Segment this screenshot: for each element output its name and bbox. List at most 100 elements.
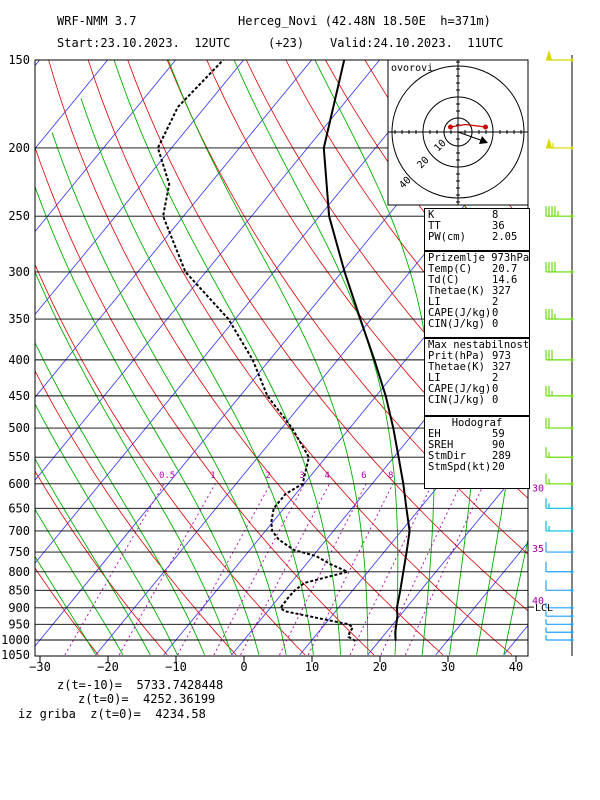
right-scale-label: 35 xyxy=(532,544,544,555)
start-time: Start:23.10.2023. 12UTC xyxy=(57,36,231,50)
row-value: 0 xyxy=(492,383,499,395)
pressure-tick-label: 300 xyxy=(8,265,30,279)
x-tick-label: 40 xyxy=(509,660,523,674)
dewpoint-profile xyxy=(156,60,356,642)
row-label: Temp(C) xyxy=(428,263,473,275)
dry-adiabat-line xyxy=(35,370,237,656)
box-row: EH 59 xyxy=(428,429,526,440)
x-tick-label: 20 xyxy=(373,660,387,674)
isotherm-line xyxy=(35,60,245,316)
wind-barb xyxy=(545,447,574,459)
dry-adiabat-line xyxy=(35,146,375,656)
row-value: 2.05 xyxy=(492,231,518,243)
pressure-tick-label: 150 xyxy=(8,53,30,67)
hodograph-trace xyxy=(450,123,486,128)
moist-adiabat-line xyxy=(503,537,528,655)
pressure-tick-label: 450 xyxy=(8,389,30,403)
x-tick-label: −30 xyxy=(29,660,51,674)
pressure-tick-label: 400 xyxy=(8,353,30,367)
wind-barb xyxy=(546,50,574,62)
wind-barb xyxy=(545,309,574,321)
moist-adiabat-line xyxy=(51,132,287,655)
indices-box: K 8 TT 36 PW(cm) 2.05 xyxy=(424,208,530,251)
mixing-ratio-label: 3 xyxy=(299,471,304,481)
row-label: LI xyxy=(428,296,441,308)
pressure-tick-label: 1050 xyxy=(1,648,30,662)
wind-barb xyxy=(545,611,574,618)
moist-adiabat-line xyxy=(35,508,124,656)
pressure-tick-label: 500 xyxy=(8,421,30,435)
row-value: 8 xyxy=(492,209,499,221)
wind-barb xyxy=(545,498,574,510)
row-value: 59 xyxy=(492,428,505,440)
wind-barb xyxy=(545,418,574,430)
dry-adiabat-line xyxy=(35,263,306,656)
box-row: CIN(J/kg) 0 xyxy=(428,319,526,330)
mixing-ratio-label: 6 xyxy=(361,471,366,481)
z-zero-grib: iz griba z(t=0)= 4234.58 xyxy=(18,707,206,721)
lead-time: (+23) xyxy=(268,36,305,50)
box-row: StmDir 289 xyxy=(428,451,526,462)
isotherm-line xyxy=(35,60,41,67)
mixing-ratio-line xyxy=(64,483,165,656)
x-tick-label: −10 xyxy=(165,660,187,674)
mixing-ratio-line xyxy=(307,483,394,656)
box-row: CAPE(J/kg) 0 xyxy=(428,308,526,319)
box-row: Prit(hPa) 973 xyxy=(428,351,526,362)
wind-barb xyxy=(545,580,574,592)
row-value: 2 xyxy=(492,296,499,308)
hodograph-start-point xyxy=(448,124,453,130)
box-title: Hodograf xyxy=(451,417,503,429)
pressure-tick-label: 900 xyxy=(8,601,30,615)
row-label: TT xyxy=(428,220,441,232)
pressure-tick-label: 1000 xyxy=(1,633,30,647)
pressure-tick-label: 200 xyxy=(8,141,30,155)
temperature-profile xyxy=(322,60,411,642)
wind-barb xyxy=(545,520,574,533)
row-label: Prit(hPa) xyxy=(428,350,485,362)
wind-barb xyxy=(545,635,574,642)
row-label: CIN(J/kg) xyxy=(428,318,485,330)
row-value: 2 xyxy=(492,372,499,384)
row-label: StmSpd(kt) xyxy=(428,461,492,473)
dry-adiabat-line xyxy=(245,60,528,444)
pressure-tick-label: 600 xyxy=(8,477,30,491)
dry-adiabat-line xyxy=(0,39,29,655)
surface-box: Prizemlje 973hPa Temp(C) 20.7 Td(C) 14.6 Thet… xyxy=(424,251,530,338)
z-zero: z(t=0)= 4252.36199 xyxy=(78,692,216,706)
wind-barb xyxy=(545,385,574,398)
right-scale-label: 30 xyxy=(532,483,544,494)
hodograph-title: ovorovi xyxy=(391,63,433,74)
z-minus10: z(t=-10)= 5733.7428448 xyxy=(57,678,224,692)
dry-adiabat-line xyxy=(48,60,444,656)
pressure-tick-label: 750 xyxy=(8,545,30,559)
row-label: Thetae(K) xyxy=(428,285,485,297)
row-value: 289 xyxy=(492,450,511,462)
x-tick-label: 0 xyxy=(240,660,247,674)
pressure-tick-label: 550 xyxy=(8,450,30,464)
row-value: 0 xyxy=(492,307,499,319)
wind-barb xyxy=(545,349,574,362)
box-row: SREH 90 xyxy=(428,440,526,451)
row-value: 14.6 xyxy=(492,274,518,286)
row-label: CIN(J/kg) xyxy=(428,394,485,406)
wind-barb xyxy=(545,473,574,486)
moist-adiabat-line xyxy=(35,458,151,656)
wind-barb xyxy=(545,602,574,610)
pressure-tick-label: 250 xyxy=(8,209,30,223)
row-label: EH xyxy=(428,428,441,440)
box-row: CIN(J/kg) 0 xyxy=(428,395,526,406)
row-label: CAPE(J/kg) xyxy=(428,307,492,319)
dry-adiabat-line xyxy=(87,60,513,656)
mixing-ratio-line xyxy=(240,483,330,656)
moist-adiabat-line xyxy=(35,403,178,656)
mixing-ratio-label: 8 xyxy=(388,471,393,481)
box-row: LI 2 xyxy=(428,373,526,384)
moist-adiabat-line xyxy=(35,270,233,656)
row-label: LI xyxy=(428,372,441,384)
pressure-tick-label: 700 xyxy=(8,524,30,538)
x-tick-label: −20 xyxy=(97,660,119,674)
isotherm-line xyxy=(572,39,600,655)
dry-adiabat-line xyxy=(586,39,600,655)
